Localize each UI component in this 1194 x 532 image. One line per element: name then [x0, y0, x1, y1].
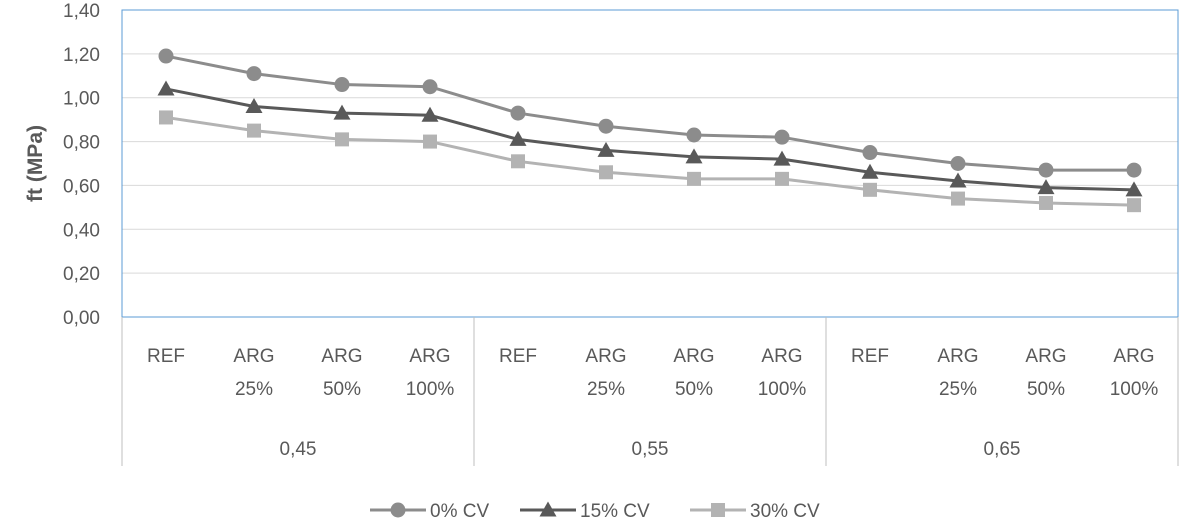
series-0-cv [158, 48, 1142, 178]
legend: 0% CV 15% CV 30% CV [370, 501, 820, 522]
y-tick-label: 0,40 [63, 220, 100, 241]
category-label: 50% [1027, 379, 1065, 400]
legend-item: 30% CV [690, 501, 820, 522]
data-point [245, 97, 263, 113]
data-point [158, 48, 174, 64]
legend-label: 30% CV [750, 501, 820, 522]
data-point [773, 150, 791, 166]
data-point [334, 77, 350, 93]
data-point [247, 123, 261, 138]
data-point [422, 79, 438, 95]
legend-label: 0% CV [430, 501, 489, 522]
series-line [165, 54, 1134, 172]
series-30-cv [159, 110, 1141, 213]
y-tick-label: 1,40 [63, 1, 100, 22]
category-label: 100% [406, 379, 455, 400]
data-point [775, 171, 789, 186]
data-point [509, 130, 527, 146]
series-line [165, 87, 1135, 192]
data-point [157, 80, 175, 96]
category-label: ARG [585, 346, 626, 367]
data-point [599, 165, 613, 180]
category-label: ARG [321, 346, 362, 367]
data-point [1125, 181, 1143, 197]
group-label: 0,45 [280, 439, 317, 460]
data-point [950, 156, 966, 171]
legend-item: 15% CV [520, 501, 650, 522]
group-label: 0,55 [632, 439, 669, 460]
category-label: ARG [233, 346, 274, 367]
category-label: 100% [758, 379, 807, 400]
category-label: REF [499, 346, 537, 367]
data-point [685, 148, 703, 164]
y-tick-label: 1,00 [63, 89, 100, 110]
data-point [510, 105, 526, 121]
category-label: ARG [1113, 346, 1154, 367]
data-point [598, 118, 614, 134]
data-point [774, 129, 790, 145]
category-label: 100% [1110, 379, 1159, 400]
data-point [1039, 195, 1053, 210]
grid-lines [122, 9, 1178, 318]
category-label: ARG [409, 346, 450, 367]
data-point [1127, 198, 1141, 213]
category-label: ARG [673, 346, 714, 367]
category-label: ARG [1025, 346, 1066, 367]
data-point [333, 104, 351, 120]
y-tick-label: 0,80 [63, 133, 100, 154]
legend-item: 0% CV [370, 501, 489, 522]
y-axis-ticks: 0,00 0,20 0,40 0,60 0,80 1,00 1,20 1,40 [63, 1, 100, 329]
data-point [949, 172, 967, 188]
y-axis-label: ft (MPa) [24, 125, 47, 202]
legend-marker [711, 503, 725, 517]
data-point [335, 132, 349, 147]
category-label: REF [851, 346, 889, 367]
y-tick-label: 1,20 [63, 45, 100, 66]
series-15-cv [157, 80, 1143, 197]
data-point [159, 110, 173, 125]
data-point [511, 154, 525, 169]
legend-marker [539, 501, 557, 517]
data-point [861, 163, 879, 179]
y-tick-label: 0,60 [63, 176, 100, 197]
data-point [951, 191, 965, 206]
category-label: ARG [937, 346, 978, 367]
y-tick-label: 0,00 [63, 308, 100, 329]
data-point [423, 134, 437, 149]
category-label: ARG [761, 346, 802, 367]
data-point [863, 182, 877, 197]
data-point [1037, 179, 1055, 195]
data-point [687, 171, 701, 186]
x-axis-categories: REF ARG 25% ARG 50% ARG 100% 0,45 REF ARG 25% ARG 50… [121, 317, 1179, 466]
data-point [246, 66, 262, 82]
category-label: 25% [939, 379, 977, 400]
legend-marker [390, 502, 406, 518]
plot-area-border [121, 9, 1179, 318]
category-label: REF [147, 346, 185, 367]
y-tick-label: 0,20 [63, 264, 100, 285]
data-point [862, 145, 878, 161]
legend-label: 15% CV [580, 501, 650, 522]
data-point [1038, 162, 1054, 178]
data-point [1126, 162, 1142, 178]
category-label: 50% [675, 379, 713, 400]
data-point [686, 127, 702, 143]
category-label: 25% [235, 379, 273, 400]
group-label: 0,65 [984, 439, 1021, 460]
category-label: 50% [323, 379, 361, 400]
data-point [597, 141, 615, 157]
series-line [165, 115, 1135, 207]
series-layer [157, 48, 1143, 213]
data-point [421, 106, 439, 122]
category-label: 25% [587, 379, 625, 400]
